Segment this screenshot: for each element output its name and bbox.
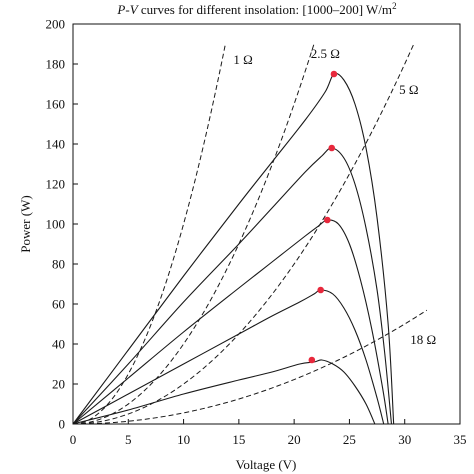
load-line-label-1: 1 Ω	[233, 52, 252, 67]
pv-curve-1	[72, 72, 395, 425]
x-tick-label-3: 15	[232, 432, 245, 447]
y-tick-label-8: 160	[46, 97, 66, 112]
load-line-labels: 1 Ω 2.5 Ω 5 Ω 18 Ω	[233, 46, 436, 347]
mpp-marker-4	[317, 286, 324, 294]
chart-title: P-V curves for different insolation: [10…	[116, 1, 396, 17]
y-tick-label-7: 140	[46, 137, 66, 152]
load-line-label-3: 5 Ω	[399, 82, 418, 97]
x-tick-label-2: 10	[177, 432, 190, 447]
load-line-3	[72, 44, 415, 425]
x-tick-label-5: 25	[343, 432, 356, 447]
x-axis-title: Voltage (V)	[236, 457, 297, 472]
load-line-1	[72, 43, 227, 425]
y-tick-label-3: 60	[52, 297, 65, 312]
mpp-markers	[308, 70, 338, 364]
x-tick-label-1: 5	[125, 432, 132, 447]
y-axis-title: Power (W)	[18, 195, 33, 252]
title-italic-part: P-V	[116, 2, 139, 17]
x-axis-ticks: 0 5 10 15 20 25 30 35	[70, 419, 467, 447]
mpp-marker-3	[324, 216, 331, 224]
mpp-marker-1	[330, 70, 338, 78]
x-tick-label-7: 35	[454, 432, 467, 447]
y-tick-label-4: 80	[52, 257, 65, 272]
x-tick-label-0: 0	[70, 432, 77, 447]
y-axis-ticks: 0 20 40 60 80 100 120 140 160 180 200	[46, 17, 78, 432]
load-line-label-2: 2.5 Ω	[311, 46, 340, 61]
pv-curve-4	[72, 289, 385, 425]
y-tick-label-0: 0	[59, 417, 66, 432]
y-tick-label-2: 40	[52, 337, 65, 352]
pv-curve-2	[72, 147, 392, 425]
title-superscript: 2	[392, 1, 397, 11]
pv-curve-5	[72, 359, 376, 425]
mpp-marker-5	[308, 356, 316, 364]
load-line-2	[72, 43, 315, 425]
load-line-label-4: 18 Ω	[410, 332, 436, 347]
load-line-4	[72, 309, 428, 425]
x-tick-label-6: 30	[398, 432, 411, 447]
pv-curves	[72, 72, 395, 425]
y-tick-label-9: 180	[46, 57, 66, 72]
y-tick-label-10: 200	[46, 17, 66, 32]
y-tick-label-6: 120	[46, 177, 66, 192]
title-text-part: curves for different insolation: [1000–2…	[138, 2, 392, 17]
mpp-marker-2	[328, 144, 336, 152]
y-tick-label-1: 20	[52, 377, 65, 392]
x-tick-label-4: 20	[288, 432, 301, 447]
y-tick-label-5: 100	[46, 217, 66, 232]
pv-curve-3	[72, 219, 389, 425]
